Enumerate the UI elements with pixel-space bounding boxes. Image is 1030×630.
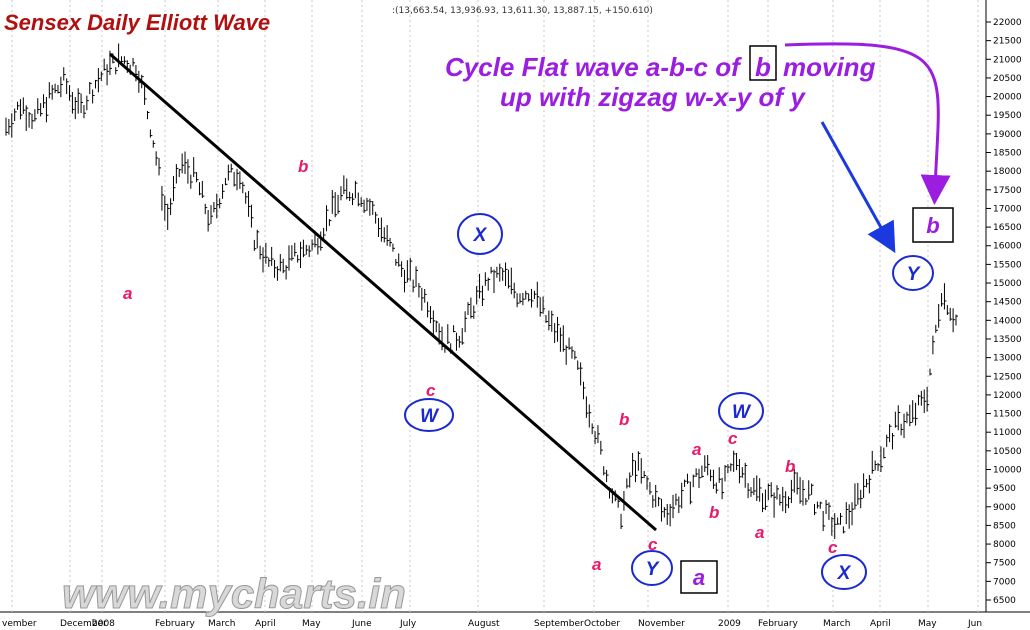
x-tick-label: December — [60, 619, 107, 629]
annotation-box-letter: b — [755, 52, 771, 82]
y-tick-label: 10000 — [993, 465, 1022, 475]
y-tick-label: 13000 — [993, 354, 1022, 364]
annotation-line1: Cycle Flat wave a-b-c of — [445, 52, 742, 82]
y-tick-label: 18500 — [993, 149, 1022, 159]
wave-label-boxed-text: b — [926, 213, 939, 238]
wave-label-pink: c — [828, 538, 838, 557]
annotation-line2: up with zigzag w-x-y of y — [500, 82, 806, 112]
y-tick-label: 9000 — [993, 503, 1016, 513]
y-axis: 6500 7000 7500 8000 8500 9000 9500 10000 10500 11… — [986, 18, 1022, 606]
wave-label-pink: b — [709, 503, 719, 522]
wave-label-pink: a — [123, 284, 132, 303]
y-tick-label: 21500 — [993, 37, 1022, 47]
y-tick-label: 9500 — [993, 484, 1016, 494]
y-tick-label: 16000 — [993, 242, 1022, 252]
x-tick-label: February — [758, 619, 799, 629]
x-tick-label: November — [638, 619, 685, 629]
x-tick-label: 2008 — [92, 619, 115, 629]
y-tick-label: 20000 — [993, 93, 1022, 103]
purple-arrow — [784, 42, 951, 205]
y-tick-label: 14000 — [993, 316, 1022, 326]
watermark: www.mycharts.in — [62, 570, 406, 617]
wave-label-circled-text: X — [837, 563, 852, 584]
chart-title: Sensex Daily Elliott Wave — [4, 10, 270, 35]
x-tick-label: August — [468, 619, 500, 629]
y-tick-label: 8500 — [993, 521, 1016, 531]
x-tick-label: March — [823, 619, 850, 629]
x-tick-label: April — [870, 619, 891, 629]
x-tick-label: April — [255, 619, 276, 629]
x-tick-label: May — [302, 619, 321, 629]
wave-label-circled-text: W — [420, 406, 440, 427]
wave-label-pink: b — [785, 457, 795, 476]
wave-label-pink: b — [619, 410, 629, 429]
wave-label-circle — [718, 392, 764, 430]
annotation-box — [749, 45, 777, 81]
y-tick-label: 8000 — [993, 540, 1016, 550]
wave-label-pink: c — [426, 381, 436, 400]
ohlc-readout: :(13,663.54, 13,936.93, 13,611.30, 13,88… — [392, 6, 653, 16]
wave-label-pink: b — [298, 157, 308, 176]
wave-label-circled-text: X — [473, 225, 488, 246]
x-tick-label: May — [918, 619, 937, 629]
wave-label-circle — [631, 550, 673, 586]
wave-label-circled-text: Y — [907, 264, 922, 285]
y-tick-label: 12500 — [993, 372, 1022, 382]
y-tick-label: 13500 — [993, 335, 1022, 345]
y-tick-label: 20500 — [993, 74, 1022, 84]
y-tick-label: 22000 — [993, 18, 1022, 28]
wave-label-circled-text: Y — [646, 559, 661, 580]
wave-label-boxed-text: a — [693, 565, 705, 590]
y-axis-strip — [986, 0, 1030, 630]
wave-label-pink: c — [728, 429, 738, 448]
wave-label-pink: a — [592, 555, 601, 574]
x-tick-label: September — [534, 619, 584, 629]
wave-label-pink: c — [648, 535, 658, 554]
annotation: Cycle Flat wave a-b-c of b moving up wit… — [445, 42, 951, 254]
y-tick-label: 17500 — [993, 186, 1022, 196]
annotation-line1b: moving — [783, 52, 876, 82]
blue-arrow — [820, 121, 896, 254]
y-tick-label: 12000 — [993, 391, 1022, 401]
x-tick-label: February — [155, 619, 196, 629]
trend-line — [109, 52, 657, 532]
y-tick-label: 21000 — [993, 55, 1022, 65]
x-tick-label: March — [208, 619, 235, 629]
wave-label-circle — [892, 255, 934, 291]
y-tick-label: 6500 — [993, 596, 1016, 606]
x-tick-label: July — [399, 619, 417, 629]
x-tick-label: 2009 — [718, 619, 741, 629]
y-tick-label: 7000 — [993, 577, 1016, 587]
x-tick-label: Jun — [967, 619, 982, 629]
y-tick-label: 19500 — [993, 111, 1022, 121]
y-tick-label: 10500 — [993, 447, 1022, 457]
wave-label-circle — [821, 554, 867, 590]
x-tick-label: June — [351, 619, 372, 629]
x-tick-label: vember — [2, 619, 37, 629]
wave-label-circle — [404, 398, 454, 432]
y-tick-label: 11500 — [993, 410, 1022, 420]
y-tick-label: 19000 — [993, 130, 1022, 140]
wave-label-box — [912, 207, 954, 243]
price-bars — [5, 43, 958, 540]
y-tick-label: 7500 — [993, 559, 1016, 569]
y-tick-label: 17000 — [993, 204, 1022, 214]
y-tick-label: 15500 — [993, 260, 1022, 270]
wave-label-circle — [457, 213, 503, 255]
wave-label-pink: a — [755, 523, 764, 542]
y-tick-label: 14500 — [993, 298, 1022, 308]
y-tick-label: 18000 — [993, 167, 1022, 177]
y-tick-label: 16500 — [993, 223, 1022, 233]
wave-label-pink: a — [692, 440, 701, 459]
y-tick-label: 11000 — [993, 428, 1022, 438]
x-tick-label: October — [584, 619, 620, 629]
y-tick-label: 15000 — [993, 279, 1022, 289]
wave-label-circled-text: W — [732, 402, 752, 423]
wave-label-box — [680, 560, 718, 594]
